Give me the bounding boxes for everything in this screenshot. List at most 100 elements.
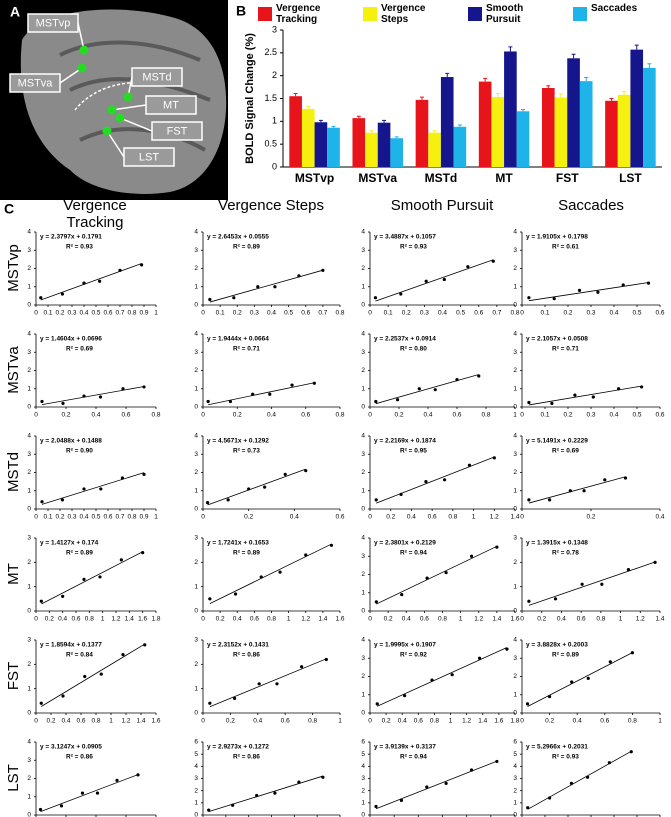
x-tick-label: 0.1 <box>540 310 549 317</box>
data-point <box>467 463 472 467</box>
y-tick-label: 4 <box>27 331 31 338</box>
x-tick-label: 0.2 <box>586 514 595 521</box>
y-tick-label: 2 <box>27 469 31 476</box>
y-tick-label: 3 <box>361 349 365 356</box>
data-point <box>228 399 232 404</box>
data-point <box>141 551 145 555</box>
data-point <box>80 791 85 795</box>
y-tick-label: 0 <box>361 608 365 615</box>
row-label: MT <box>5 563 22 585</box>
data-point <box>205 501 210 505</box>
y-tick-label: 4 <box>513 331 517 338</box>
data-point <box>121 653 125 657</box>
bar <box>365 132 378 167</box>
x-tick-label: 1 <box>101 616 105 623</box>
x-tick-label: 0.4 <box>557 616 566 623</box>
r-squared: R² = 0.69 <box>66 346 93 353</box>
data-point <box>603 478 607 482</box>
y-tick-label: 4 <box>27 433 31 440</box>
x-tick-label: 0.4 <box>79 514 88 521</box>
x-tick-label: 1 <box>658 718 662 725</box>
area-label-box <box>151 121 203 141</box>
x-tick-label: 1.2 <box>636 616 645 623</box>
data-point <box>586 676 590 680</box>
data-point <box>39 701 43 705</box>
x-tick-label: 0.4 <box>290 514 299 521</box>
fit-equation: y = 3.1247x + 0.0905 <box>40 744 102 751</box>
x-tick-label: 0 <box>520 718 524 725</box>
x-tick-label: 0.7 <box>318 310 327 317</box>
x-tick-label: 0.4 <box>398 718 407 725</box>
error-bar <box>508 46 513 52</box>
x-tick-label: 0.6 <box>71 616 80 623</box>
fit-line <box>375 259 494 302</box>
bar <box>390 138 404 167</box>
data-point <box>82 487 86 491</box>
data-point <box>399 798 404 803</box>
x-tick-label: 0.2 <box>216 616 225 623</box>
row-label: FST <box>5 662 22 690</box>
fit-line <box>376 456 495 504</box>
y-tick-label: 2 <box>361 571 365 578</box>
data-point <box>395 398 400 402</box>
y-tick-label: 4 <box>513 637 517 644</box>
data-point <box>424 480 428 484</box>
x-tick-label: 0 <box>368 514 372 521</box>
data-point <box>255 793 259 798</box>
data-point <box>373 296 378 300</box>
data-point <box>136 773 140 777</box>
data-point <box>568 489 572 493</box>
data-point <box>442 277 446 282</box>
data-point <box>417 387 421 391</box>
x-tick-label: 0.8 <box>448 514 457 521</box>
data-point <box>491 259 495 263</box>
area-label: MT <box>163 99 179 111</box>
data-point <box>120 476 124 480</box>
x-tick-label: 0.1 <box>540 412 549 419</box>
data-point <box>375 702 379 706</box>
data-point <box>118 268 122 272</box>
error-bar <box>445 72 450 78</box>
data-point <box>646 281 651 285</box>
data-point <box>552 297 556 301</box>
data-point <box>329 543 334 547</box>
y-tick-label: 3 <box>194 247 198 254</box>
y-tick-label: 0 <box>27 710 31 717</box>
y-tick-label: 5 <box>513 751 517 758</box>
data-point <box>99 672 103 676</box>
y-tick-label: 1 <box>27 685 31 692</box>
y-tick-label: 1 <box>361 589 365 596</box>
data-point <box>257 682 261 686</box>
y-tick-label: 2 <box>194 367 198 374</box>
data-point <box>208 701 212 705</box>
y-tick-label: 4 <box>194 331 198 338</box>
r-squared: R² = 0.89 <box>233 244 260 251</box>
data-point <box>430 678 434 682</box>
data-point <box>617 387 621 391</box>
y-tick-label: 3 <box>27 637 31 644</box>
fit-line <box>207 468 306 506</box>
area-label: MSTvp <box>36 17 71 29</box>
bar <box>504 51 517 167</box>
area-marker <box>107 105 117 115</box>
x-tick-label: 0.1 <box>384 310 393 317</box>
x-tick-label: 1.6 <box>510 616 519 623</box>
data-point <box>425 576 429 580</box>
data-point <box>469 768 474 772</box>
y-tick-label: 3 <box>361 247 365 254</box>
data-point <box>95 791 100 795</box>
data-point <box>374 600 378 604</box>
area-marker <box>123 92 133 102</box>
y-tick-label: 0 <box>361 302 365 309</box>
y-tick-label: 2 <box>27 559 31 566</box>
x-tick-label: 0.8 <box>510 310 519 317</box>
data-point <box>550 401 554 405</box>
y-tick-label: 1 <box>194 583 198 590</box>
data-point <box>82 577 86 581</box>
error-bar <box>609 98 614 101</box>
data-point <box>577 288 582 292</box>
data-point <box>569 781 574 785</box>
x-tick-label: 0.8 <box>335 310 344 317</box>
x-tick-label: 0.7 <box>492 310 501 317</box>
bar <box>516 111 530 167</box>
